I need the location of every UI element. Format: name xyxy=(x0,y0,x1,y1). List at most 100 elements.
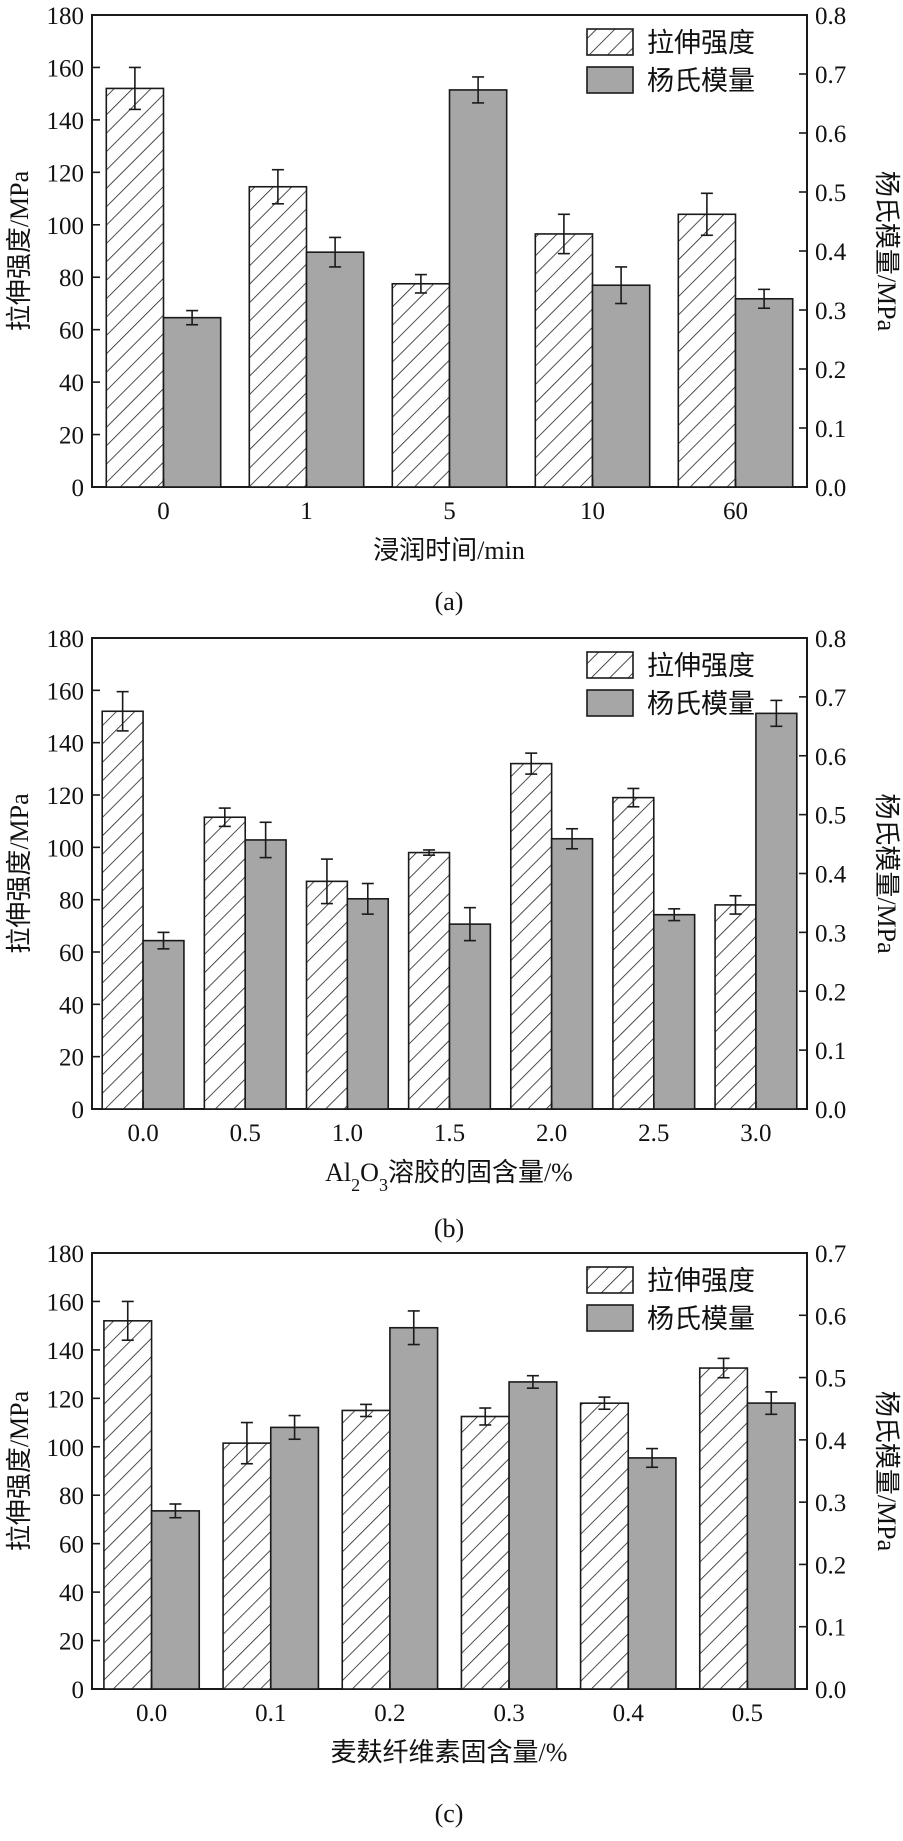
x-tick-label: 0.4 xyxy=(613,1700,645,1727)
x-tick-label: 1.5 xyxy=(434,1120,465,1147)
left-tick-label: 0 xyxy=(72,1097,85,1124)
bar-youngs-modulus xyxy=(269,1426,320,1690)
left-tick-label: 160 xyxy=(47,55,85,82)
panel-label: (b) xyxy=(434,1214,464,1243)
left-tick-label: 20 xyxy=(59,1629,84,1656)
x-tick-label: 0.1 xyxy=(255,1700,286,1727)
x-tick-label: 0.0 xyxy=(127,1120,158,1147)
left-tick-label: 140 xyxy=(47,108,85,135)
bar-tensile-strength xyxy=(677,213,737,488)
right-tick-label: 0.1 xyxy=(815,1038,846,1065)
legend-swatch-tensile-strength xyxy=(586,28,634,56)
right-tick-label: 0.0 xyxy=(815,1677,846,1704)
x-tick-label: 1 xyxy=(300,498,313,525)
x-tick-label: 0.0 xyxy=(136,1700,167,1727)
bar-youngs-modulus xyxy=(755,712,798,1110)
legend-label-tensile-strength: 拉伸强度 xyxy=(647,28,755,58)
plot-frame xyxy=(91,1252,808,1690)
bar-youngs-modulus xyxy=(746,1402,796,1690)
bar-tensile-strength xyxy=(509,762,553,1110)
left-tick-label: 120 xyxy=(47,783,85,810)
right-tick-label: 0.2 xyxy=(815,979,846,1006)
left-tick-label: 0 xyxy=(72,1677,85,1704)
legend-label-youngs-modulus: 杨氏模量 xyxy=(647,66,755,96)
legend-label-youngs-modulus: 杨氏模量 xyxy=(647,1304,755,1334)
right-tick-label: 0.5 xyxy=(815,803,846,830)
right-tick-label: 0.1 xyxy=(815,416,846,443)
left-tick-label: 120 xyxy=(47,1386,85,1413)
bar-youngs-modulus xyxy=(142,939,185,1110)
left-tick-label: 180 xyxy=(47,1241,85,1268)
right-tick-label: 0.3 xyxy=(815,298,846,325)
left-tick-label: 160 xyxy=(47,1289,85,1316)
bar-youngs-modulus xyxy=(652,913,696,1110)
right-tick-label: 0.8 xyxy=(815,3,846,30)
x-tick-label: 0.5 xyxy=(230,1120,261,1147)
bar-tensile-strength xyxy=(698,1367,749,1690)
right-tick-label: 0.7 xyxy=(815,1241,846,1268)
x-tick-label: 1.0 xyxy=(332,1120,363,1147)
chart-panels: 0204060801001201401601800.00.10.20.30.40… xyxy=(5,3,901,1828)
bar-tensile-strength xyxy=(248,185,308,488)
left-tick-label: 120 xyxy=(47,160,85,187)
left-tick-label: 40 xyxy=(59,1580,84,1607)
bar-tensile-strength xyxy=(534,233,594,488)
x-axis-title: 麦麸纤维素固含量/% xyxy=(331,1738,568,1767)
right-tick-label: 0.4 xyxy=(815,1428,847,1455)
left-tick-label: 80 xyxy=(59,1483,84,1510)
right-tick-label: 0.7 xyxy=(815,685,846,712)
right-tick-label: 0.6 xyxy=(815,744,846,771)
bar-tensile-strength xyxy=(101,710,144,1110)
panel-label: (c) xyxy=(435,1799,464,1828)
left-tick-label: 0 xyxy=(72,475,85,502)
legend-label-youngs-modulus: 杨氏模量 xyxy=(647,689,755,719)
right-tick-label: 0.0 xyxy=(815,1097,846,1124)
right-tick-label: 0.4 xyxy=(815,239,847,266)
left-tick-label: 140 xyxy=(47,1338,85,1365)
x-tick-label: 0 xyxy=(157,498,170,525)
right-tick-label: 0.0 xyxy=(815,475,846,502)
right-tick-label: 0.7 xyxy=(815,62,846,89)
right-tick-label: 0.1 xyxy=(815,1615,846,1642)
left-tick-label: 60 xyxy=(59,318,84,345)
bar-tensile-strength xyxy=(105,87,165,488)
legend-swatch-tensile-strength xyxy=(586,1266,634,1294)
left-axis-title: 拉伸强度/MPa xyxy=(5,170,34,331)
x-tick-label: 0.2 xyxy=(374,1700,405,1727)
x-tick-label: 0.5 xyxy=(732,1700,763,1727)
left-tick-label: 20 xyxy=(59,423,84,450)
x-tick-label: 2.0 xyxy=(536,1120,567,1147)
bar-youngs-modulus xyxy=(591,284,651,488)
chart-panel-c: 0 20 40 60 80 100 120 140 160 180 0.0 0.1 0.2 0.3 0.4 0… xyxy=(5,1241,901,1828)
bar-youngs-modulus xyxy=(508,1381,558,1690)
bar-tensile-strength xyxy=(407,851,451,1110)
left-tick-label: 40 xyxy=(59,992,84,1019)
x-axis-title: 浸润时间/min xyxy=(373,536,525,565)
x-tick-label: 10 xyxy=(580,498,605,525)
bar-tensile-strength xyxy=(391,282,451,488)
right-tick-label: 0.3 xyxy=(815,920,846,947)
x-axis-title: Al2O3溶胶的固含量/% xyxy=(325,1158,573,1195)
left-axis-title: 拉伸强度/MPa xyxy=(5,793,34,954)
bar-youngs-modulus xyxy=(389,1326,439,1690)
left-tick-label: 140 xyxy=(47,731,85,758)
legend-swatch-youngs-modulus xyxy=(586,1304,634,1332)
bar-tensile-strength xyxy=(341,1409,391,1690)
bar-tensile-strength xyxy=(714,904,757,1110)
legend-label-tensile-strength: 拉伸强度 xyxy=(647,651,755,681)
bar-youngs-modulus xyxy=(346,898,390,1110)
left-tick-label: 80 xyxy=(59,265,84,292)
bar-tensile-strength xyxy=(203,816,247,1110)
left-tick-label: 40 xyxy=(59,370,84,397)
right-axis-title: 杨氏模量/MPa xyxy=(872,1391,901,1552)
bar-youngs-modulus xyxy=(627,1457,677,1690)
bar-tensile-strength xyxy=(579,1402,630,1690)
legend-swatch-tensile-strength xyxy=(586,651,634,679)
left-tick-label: 180 xyxy=(47,626,85,653)
left-tick-label: 100 xyxy=(47,213,85,240)
right-tick-label: 0.6 xyxy=(815,121,846,148)
legend-swatch-youngs-modulus xyxy=(586,689,634,717)
left-tick-label: 100 xyxy=(47,835,85,862)
left-tick-label: 60 xyxy=(59,1532,84,1559)
chart-panel-b: 0 20 40 60 80 100 120 140 160 180 0.0 0.1 0.2 0.3 0.4 0… xyxy=(5,626,901,1243)
